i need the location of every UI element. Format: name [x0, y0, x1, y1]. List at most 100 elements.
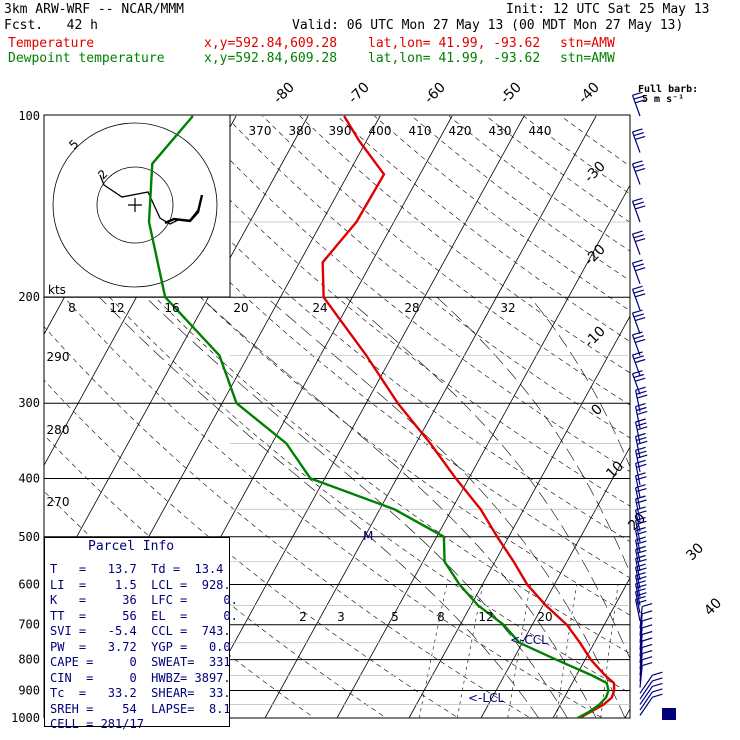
isotherm-line [480, 446, 630, 718]
pressure-label: 500 [18, 530, 40, 544]
wind-barb [631, 285, 646, 311]
surface-barb-marker [662, 708, 676, 720]
isotherm-line [192, 115, 525, 718]
dry-adiabat [44, 222, 630, 694]
theta-label: 400 [369, 124, 392, 138]
wind-barb [639, 677, 663, 700]
parcel-info-row: CELL = 281/17 [50, 717, 144, 731]
moist-adiabat [200, 296, 597, 718]
wind-barb [635, 432, 648, 459]
theta-label: 420 [449, 124, 472, 138]
annotation-label: <-CCL [510, 633, 548, 647]
dewpoint-legend: Dewpoint temperature [8, 51, 165, 66]
valid-time: Valid: 06 UTC Mon 27 May 13 (00 MDT Mon … [292, 18, 684, 33]
mixing-ratio-line [418, 584, 448, 718]
isotherm-line [697, 116, 740, 718]
mixing-ratio-line [659, 584, 673, 718]
dry-adiabat [44, 171, 630, 654]
moist-adiabat-label: 16 [164, 301, 179, 315]
moist-adiabat [436, 296, 630, 574]
theta-label: 380 [289, 124, 312, 138]
moist-adiabat-label: 24 [312, 301, 327, 315]
wind-barb [631, 160, 646, 185]
isotherm-line [0, 116, 20, 718]
isotherm-line [552, 577, 630, 718]
dry-adiabat [150, 115, 630, 507]
theta-label: 370 [249, 124, 272, 138]
pressure-label: 800 [18, 653, 40, 667]
mixing-ratio-line [457, 584, 484, 718]
pressure-label: 600 [18, 577, 40, 591]
wind-barb [635, 459, 647, 486]
wind-barb [631, 351, 646, 376]
wind-barb [635, 506, 647, 532]
pressure-label: 100 [18, 109, 40, 123]
parcel-info-row: CIN = 0 HWBZ= 3897. [50, 670, 231, 685]
wind-barb [635, 580, 647, 606]
wind-barb [639, 637, 653, 663]
wind-barb [631, 370, 646, 395]
wind-barb [635, 418, 648, 444]
wind-barb [631, 128, 646, 153]
moist-adiabat-label: 8 [68, 301, 76, 315]
dewpoint-stn: stn=AMW [560, 51, 615, 66]
theta-label-left: 280 [47, 423, 70, 437]
wind-barb [631, 91, 646, 117]
isotherm-label: -20 [581, 241, 608, 268]
isotherm-label: -60 [421, 79, 448, 106]
parcel-info-row: SVI = -5.4 CCL = 743. [50, 624, 231, 638]
wind-barb [635, 572, 647, 598]
barb-key-units: 5 m s⁻¹ [642, 94, 685, 105]
wind-barb [639, 688, 663, 711]
wind-barb [635, 446, 648, 472]
parcel-info-row: PW = 3.72 YGP = 0.0 [50, 639, 231, 654]
wind-barb [639, 671, 663, 694]
pressure-label: 300 [18, 396, 40, 410]
wind-barb [635, 563, 647, 589]
wind-barb [639, 630, 653, 657]
wind-barb [639, 682, 663, 705]
annotation-label: M [363, 529, 373, 543]
hodograph-units: kts [48, 283, 66, 297]
dry-adiabat [448, 115, 630, 252]
dry-adiabat [75, 115, 630, 579]
wind-barb [631, 309, 646, 334]
wind-barb [639, 603, 653, 629]
init-time: Init: 12 UTC Sat 25 May 13 [506, 2, 710, 17]
dry-adiabat [44, 379, 459, 718]
wind-barb [635, 516, 647, 543]
moist-adiabat-label: 12 [109, 301, 124, 315]
moist-adiabat [99, 296, 539, 718]
dry-adiabat [262, 115, 630, 406]
forecast-hour: Fcst. 42 h [4, 18, 98, 33]
wind-barb [635, 386, 648, 412]
moist-adiabat-label: 20 [233, 301, 248, 315]
isotherm-label: -80 [270, 79, 297, 106]
wind-barb [639, 610, 653, 636]
theta-label: 410 [409, 124, 432, 138]
wind-barb [631, 197, 646, 223]
dewpoint-latlon: lat,lon= 41.99, -93.62 [368, 51, 541, 66]
mixing-ratio-label: 20 [537, 610, 552, 624]
wind-barb [635, 545, 647, 572]
parcel-info-row: LI = 1.5 LCL = 928. [50, 577, 231, 592]
pressure-label: 200 [18, 290, 40, 304]
temperature-xy: x,y=592.84,609.28 [204, 36, 338, 51]
wind-barb [639, 617, 653, 643]
mixing-ratio-label: 3 [337, 610, 345, 624]
isotherm-label: 0 [588, 401, 606, 419]
hodograph-ring [52, 122, 218, 288]
isotherm-line [44, 115, 309, 598]
pressure-label: 700 [18, 618, 40, 632]
hodograph-ring [96, 166, 174, 244]
theta-label-left: 290 [47, 350, 70, 364]
temperature-legend: Temperature [8, 36, 95, 51]
dewpoint-xy: x,y=592.84,609.28 [204, 51, 338, 66]
parcel-info-row: K = 36 LFC = 0. [50, 593, 238, 607]
isotherm-label: 40 [701, 595, 725, 619]
wind-barb [635, 536, 647, 562]
wind-barb [631, 331, 646, 356]
model-title: 3km ARW-WRF -- NCAR/MMM [4, 2, 185, 17]
wind-barb [639, 662, 653, 688]
